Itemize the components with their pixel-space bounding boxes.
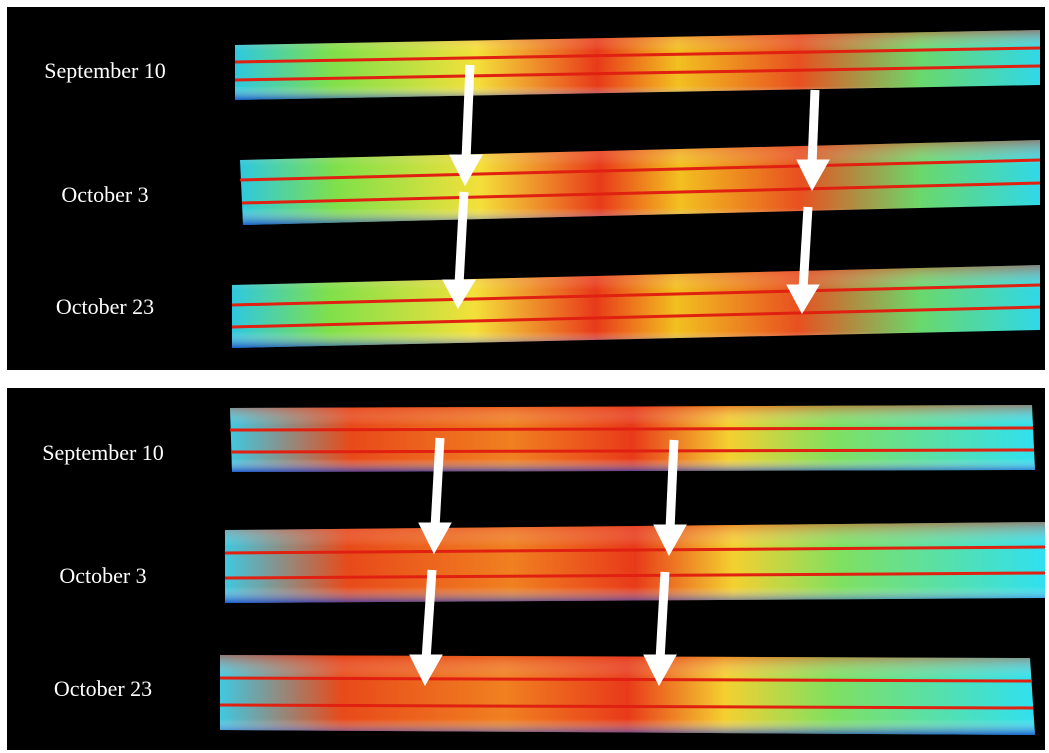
arrow-shaft (803, 207, 808, 290)
strip-shade (230, 405, 1035, 472)
page: September 10 October 3 October 23 Septem… (0, 0, 1049, 753)
strip-shade (220, 655, 1035, 735)
figure: September 10 October 3 October 23 Septem… (0, 0, 1049, 753)
date-label: September 10 (42, 440, 164, 465)
date-label: October 3 (61, 182, 148, 207)
arrow-shaft (459, 192, 464, 285)
strip-shade (225, 522, 1045, 603)
arrow-shaft (435, 438, 440, 528)
rail-line (231, 450, 1034, 452)
arrow-shaft (466, 65, 470, 160)
arrow-shaft (670, 440, 674, 530)
arrow-shaft (812, 90, 815, 165)
arrow-shaft (660, 572, 665, 660)
arrow-shaft (426, 570, 432, 660)
rail-line (230, 428, 1033, 430)
date-label: October 23 (54, 676, 152, 701)
date-label: October 23 (56, 294, 154, 319)
date-label: September 10 (44, 58, 166, 83)
date-label: October 3 (59, 563, 146, 588)
